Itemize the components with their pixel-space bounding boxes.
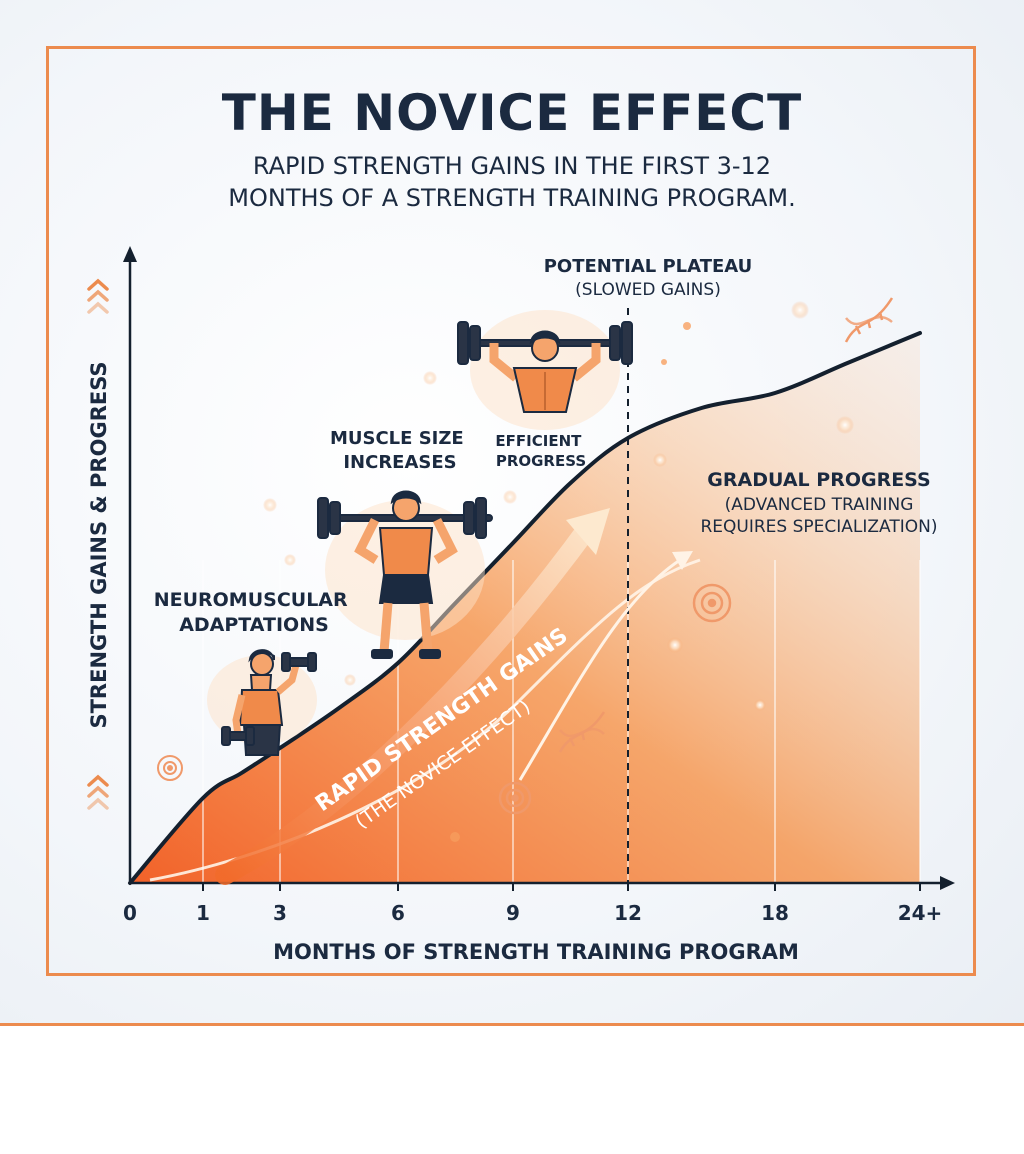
x-tick-labels: 0 1 3 6 9 12 18 24+ bbox=[123, 883, 942, 925]
glow-particle bbox=[344, 674, 356, 686]
annotation-gradual-sub-2: REQUIRES SPECIALIZATION) bbox=[700, 517, 937, 537]
axes bbox=[123, 246, 955, 890]
annotation-muscle-size: MUSCLE SIZE INCREASES bbox=[330, 428, 470, 473]
x-tick-label: 24+ bbox=[898, 901, 943, 925]
lifter-barbell-icon bbox=[317, 490, 493, 659]
glow-particle bbox=[653, 453, 667, 467]
glow-particle bbox=[791, 301, 809, 319]
x-tick-label: 6 bbox=[391, 901, 405, 925]
glow-particle bbox=[423, 371, 437, 385]
x-axis-arrowhead bbox=[940, 876, 955, 890]
x-tick-label: 1 bbox=[196, 901, 210, 925]
annotation-plateau-title: POTENTIAL PLATEAU bbox=[544, 256, 753, 277]
subtitle-line-1: RAPID STRENGTH GAINS IN THE FIRST 3-12 bbox=[252, 152, 772, 180]
x-tick-label: 0 bbox=[123, 901, 137, 925]
lifter-dumbbell-icon bbox=[207, 649, 317, 756]
glow-particle bbox=[263, 498, 277, 512]
frame-border bbox=[46, 46, 976, 976]
x-tick-label: 3 bbox=[273, 901, 287, 925]
glow-particle bbox=[503, 490, 517, 504]
y-axis-title: STRENGTH GAINS & PROGRESS bbox=[87, 361, 111, 728]
annotation-plateau-sub: (SLOWED GAINS) bbox=[575, 280, 721, 300]
x-tick-label: 18 bbox=[761, 901, 789, 925]
chevrons-up-icon bbox=[87, 278, 109, 314]
trend-arrow-icon bbox=[215, 508, 693, 885]
chevrons-up-icon bbox=[87, 774, 109, 810]
lifter-overhead-icon bbox=[457, 310, 633, 430]
bottom-divider bbox=[0, 1023, 1024, 1026]
glow-particles bbox=[263, 301, 854, 842]
weight-plate-icon bbox=[498, 781, 532, 815]
y-axis-arrowhead bbox=[123, 246, 137, 262]
annotation-efficient: EFFICIENT PROGRESS bbox=[495, 432, 586, 470]
glow-particle bbox=[683, 322, 691, 330]
annotation-gradual-title: GRADUAL PROGRESS bbox=[707, 469, 930, 491]
subtitle-line-2: MONTHS OF A STRENGTH TRAINING PROGRAM. bbox=[228, 184, 796, 212]
annotation-neuromuscular: NEUROMUSCULAR ADAPTATIONS bbox=[154, 589, 355, 636]
glow-particle bbox=[661, 359, 667, 365]
novice-effect-chart: RAPID STRENGTH GAINS (THE NOVICE EFFECT)… bbox=[87, 246, 955, 964]
x-tick-label: 12 bbox=[614, 901, 642, 925]
glow-particle bbox=[450, 832, 460, 842]
glow-particle bbox=[284, 554, 296, 566]
glow-particle bbox=[836, 416, 854, 434]
glow-particle bbox=[754, 699, 766, 711]
x-axis-title: MONTHS OF STRENGTH TRAINING PROGRAM bbox=[273, 940, 799, 964]
dna-icon bbox=[844, 297, 894, 343]
x-tick-label: 9 bbox=[506, 901, 520, 925]
dna-icon bbox=[558, 711, 606, 753]
annotation-gradual-sub-1: (ADVANCED TRAINING bbox=[725, 495, 914, 515]
page-title: THE NOVICE EFFECT bbox=[221, 84, 803, 142]
glow-particle bbox=[667, 637, 683, 653]
weight-plate-icon bbox=[157, 755, 183, 781]
weight-plate-icon bbox=[692, 583, 732, 623]
